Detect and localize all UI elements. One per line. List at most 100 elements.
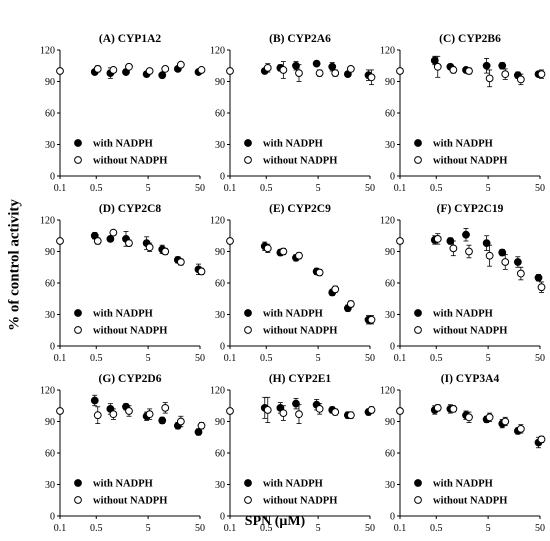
global-x-axis-label: SPN (μM) xyxy=(244,514,306,529)
legend-label: with NADPH xyxy=(433,479,493,490)
legend-label: with NADPH xyxy=(93,309,153,320)
y-tick-label: 60 xyxy=(215,279,225,290)
open-marker-point xyxy=(93,237,102,245)
x-tick-label: 50 xyxy=(535,523,545,534)
open-marker-point xyxy=(346,300,355,308)
legend-label: with NADPH xyxy=(263,309,323,320)
x-tick-label: 0.1 xyxy=(394,183,407,194)
x-tick-label: 50 xyxy=(535,183,545,194)
y-tick-label: 120 xyxy=(40,386,55,397)
open-marker-point xyxy=(279,66,288,74)
y-tick-label: 90 xyxy=(215,77,225,88)
open-marker-point xyxy=(125,407,133,415)
open-marker-point xyxy=(93,411,102,420)
open-marker-point xyxy=(315,69,324,77)
y-tick-label: 90 xyxy=(45,77,55,88)
filled-marker-point xyxy=(312,59,321,68)
open-marker-point xyxy=(537,70,546,79)
legend-marker xyxy=(244,496,252,504)
legend-marker xyxy=(74,156,82,164)
filled-marker-point xyxy=(90,396,99,405)
y-tick-label: 120 xyxy=(210,386,225,397)
y-tick-label: 0 xyxy=(220,172,225,183)
open-marker-point xyxy=(161,65,170,73)
open-marker-point xyxy=(279,247,288,256)
control-point xyxy=(56,407,64,415)
y-tick-label: 90 xyxy=(385,247,395,258)
chart-panel-7: (H) CYP2E1 0 30 60 90 120 0.1 0.5 5 50 with NADPH w… xyxy=(210,373,376,534)
y-tick-label: 90 xyxy=(385,417,395,428)
open-marker-point xyxy=(516,75,525,84)
y-tick-label: 60 xyxy=(45,279,55,290)
filled-marker-point xyxy=(158,416,167,425)
x-tick-label: 5 xyxy=(146,353,151,364)
x-tick-label: 0.1 xyxy=(54,523,67,534)
open-marker-point xyxy=(263,406,272,414)
open-marker-point xyxy=(433,62,442,71)
legend-marker xyxy=(244,309,252,317)
open-marker-point xyxy=(176,60,185,69)
y-tick-label: 60 xyxy=(215,109,225,120)
x-tick-label: 50 xyxy=(365,353,375,364)
filled-marker-point xyxy=(292,61,300,70)
open-marker-point xyxy=(367,73,376,82)
x-tick-label: 50 xyxy=(195,353,205,364)
open-marker-point xyxy=(197,421,206,430)
legend-marker xyxy=(414,326,422,334)
chart-panel-0: (A) CYP1A2 0 30 60 90 120 0.1 0.5 5 50 with NADPH w… xyxy=(40,33,206,194)
filled-marker-point xyxy=(430,56,439,65)
legend-marker xyxy=(244,156,252,164)
open-marker-point xyxy=(331,285,340,294)
x-tick-label: 0.5 xyxy=(430,523,443,534)
x-tick-label: 0.5 xyxy=(90,523,103,534)
legend-marker xyxy=(74,326,82,334)
y-tick-label: 0 xyxy=(50,512,55,523)
y-tick-label: 120 xyxy=(380,216,395,227)
y-tick-label: 90 xyxy=(45,247,55,258)
x-tick-label: 5 xyxy=(146,183,151,194)
x-tick-label: 50 xyxy=(195,183,205,194)
filled-marker-point xyxy=(534,273,543,282)
y-tick-label: 60 xyxy=(45,449,55,460)
open-marker-point xyxy=(315,405,324,413)
x-tick-label: 5 xyxy=(486,183,491,194)
open-marker-point xyxy=(315,268,324,277)
chart-panel-3: (D) CYP2C8 0 30 60 90 120 0.1 0.5 5 50 with NADPH w… xyxy=(40,203,206,364)
open-marker-point xyxy=(125,62,133,71)
x-tick-label: 0.5 xyxy=(430,353,443,364)
open-marker-point xyxy=(449,244,458,253)
open-marker-point xyxy=(331,408,340,416)
y-tick-label: 90 xyxy=(45,417,55,428)
filled-marker-point xyxy=(498,61,507,70)
legend-label: without NADPH xyxy=(93,156,167,167)
open-marker-point xyxy=(331,69,340,77)
chart-title: (E) CYP2C9 xyxy=(269,203,331,215)
y-tick-label: 30 xyxy=(385,140,395,151)
open-marker-point xyxy=(449,405,458,413)
chart-title: (D) CYP2C8 xyxy=(99,203,162,215)
open-marker-point xyxy=(145,67,154,75)
x-tick-label: 50 xyxy=(195,523,205,534)
legend-label: without NADPH xyxy=(263,496,337,507)
open-marker-point xyxy=(93,65,102,73)
filled-marker-point xyxy=(482,61,491,70)
control-point xyxy=(396,67,404,75)
chart-title: (A) CYP1A2 xyxy=(99,33,162,45)
open-marker-point xyxy=(295,251,303,260)
legend-label: with NADPH xyxy=(433,139,493,150)
y-tick-label: 0 xyxy=(390,172,395,183)
legend-marker xyxy=(244,479,252,487)
y-tick-label: 120 xyxy=(380,46,395,57)
chart-title: (G) CYP2D6 xyxy=(99,373,162,385)
open-marker-point xyxy=(537,283,546,292)
filled-marker-point xyxy=(513,258,522,266)
legend-marker xyxy=(414,309,422,317)
x-tick-label: 5 xyxy=(486,353,491,364)
y-tick-label: 90 xyxy=(215,247,225,258)
x-tick-label: 0.1 xyxy=(224,523,237,534)
open-marker-point xyxy=(516,424,525,433)
y-tick-label: 120 xyxy=(210,46,225,57)
open-marker-point xyxy=(176,417,185,426)
